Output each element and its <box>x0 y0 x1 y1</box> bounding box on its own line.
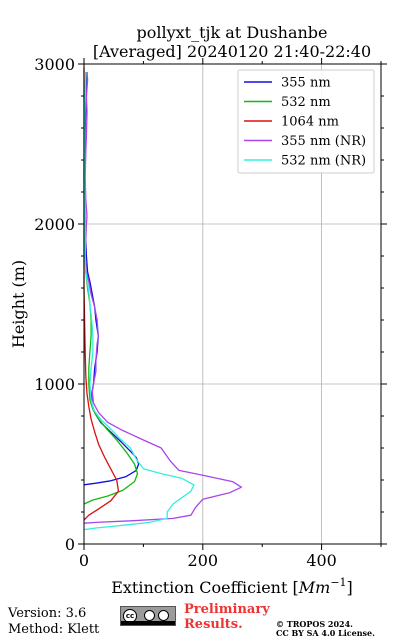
x-tick-label: 0 <box>79 551 89 570</box>
copyright-line1: © TROPOS 2024. <box>276 619 353 629</box>
cc-license-logo: cc <box>120 606 176 626</box>
preliminary-notice: Preliminary Results. <box>184 602 270 632</box>
x-axis-label-close: ] <box>347 578 353 597</box>
extinction-profile-chart: pollyxt_tjk at Dushanbe [Averaged] 20240… <box>9 23 387 597</box>
x-tick-label: 400 <box>306 551 337 570</box>
copyright-notice: © TROPOS 2024. CC BY SA 4.0 License. <box>276 620 375 638</box>
x-axis-label: Extinction Coefficient [Mm−1] <box>111 576 353 597</box>
legend-label: 532 nm (NR) <box>281 154 366 169</box>
x-axis-label-main: Extinction Coefficient [ <box>111 578 299 597</box>
legend-label: 532 nm <box>281 95 331 110</box>
x-tick-label: 200 <box>188 551 219 570</box>
chart-title-line2: [Averaged] 20240120 21:40-22:40 <box>93 42 371 61</box>
series-line <box>83 71 139 505</box>
x-axis-label-unit: Mm <box>298 578 331 597</box>
sa-icon <box>158 610 169 621</box>
legend: 355 nm 532 nm 1064 nm 355 nm (NR) 532 nm (NR… <box>237 69 375 174</box>
legend-label: 1064 nm <box>281 115 339 130</box>
preliminary-line1: Preliminary <box>184 602 270 617</box>
legend-label: 355 nm <box>281 76 331 91</box>
y-axis-label: Height (m) <box>9 260 28 348</box>
chart-title-line1: pollyxt_tjk at Dushanbe <box>136 23 327 42</box>
series-line <box>83 71 243 524</box>
series-lines <box>83 67 243 531</box>
y-tick-label: 2000 <box>34 215 75 234</box>
legend-label: 355 nm (NR) <box>281 134 366 149</box>
x-axis-label-exp: −1 <box>330 576 346 589</box>
series-line <box>83 71 195 531</box>
axis-ticks: 0 200 400 0 1000 2000 3000 <box>34 55 387 570</box>
by-icon <box>144 610 155 621</box>
y-tick-label: 3000 <box>34 55 75 74</box>
y-tick-label: 0 <box>65 535 75 554</box>
copyright-line2: CC BY SA 4.0 License. <box>276 628 375 638</box>
legend-box <box>237 69 375 174</box>
plot-frame <box>83 63 382 545</box>
preliminary-line2: Results. <box>184 617 243 632</box>
version-text: Version: 3.6 <box>8 606 87 621</box>
y-tick-label: 1000 <box>34 375 75 394</box>
method-text: Method: Klett <box>8 622 100 637</box>
